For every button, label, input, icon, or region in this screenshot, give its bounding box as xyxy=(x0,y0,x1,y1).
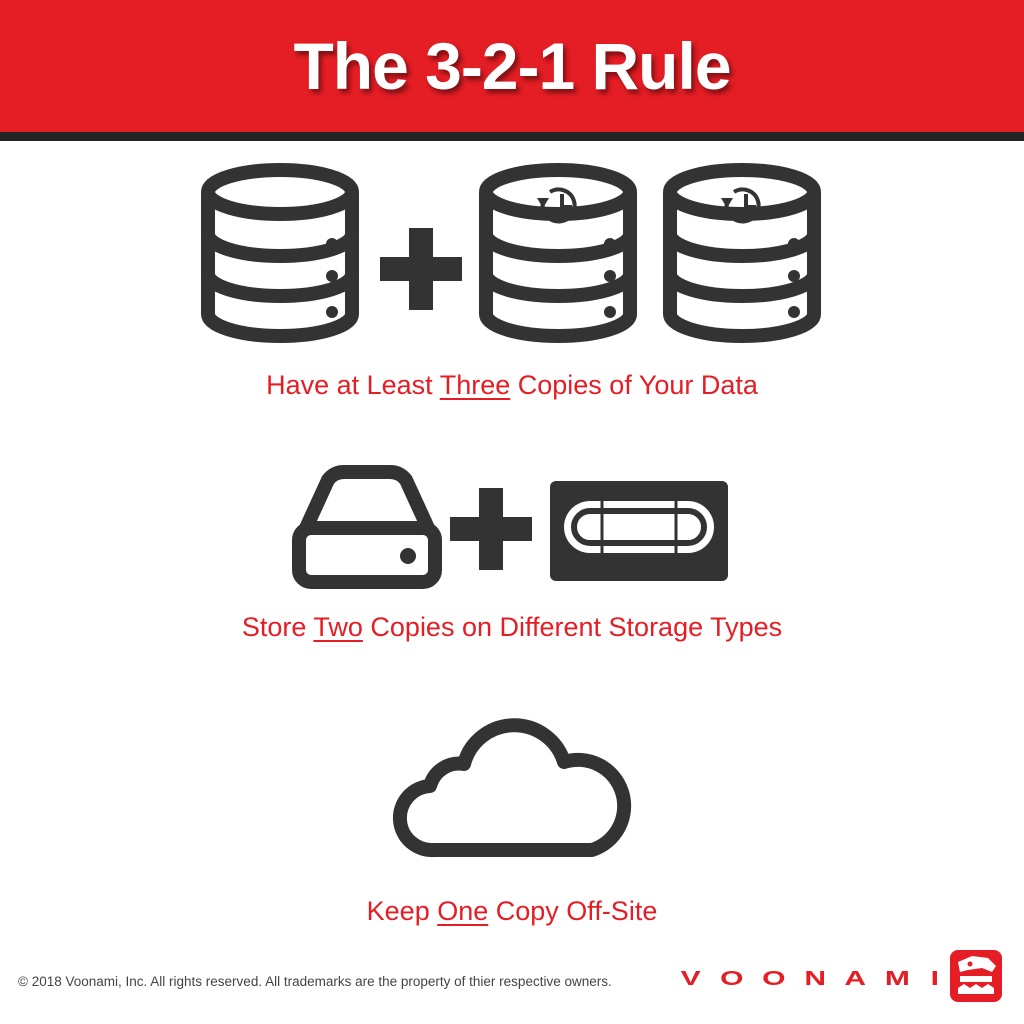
brand-letter: V xyxy=(680,967,701,990)
brand-letter: M xyxy=(885,967,911,990)
voonami-logo-icon xyxy=(950,950,1002,1002)
plus-icon xyxy=(380,228,462,310)
backup-database-icon xyxy=(663,163,821,343)
hard-drive-icon xyxy=(292,465,442,589)
brand-letter: I xyxy=(931,967,940,990)
page-title: The 3-2-1 Rule xyxy=(293,29,731,103)
brand-letter: O xyxy=(719,967,744,990)
backup-database-icon xyxy=(479,163,637,343)
emphasis-two: Two xyxy=(313,612,363,642)
caption-one-offsite: Keep One Copy Off-Site xyxy=(366,896,658,926)
emphasis-one: One xyxy=(437,896,489,926)
plus-icon xyxy=(450,488,532,570)
brand-wordmark: V O O N A M I xyxy=(680,967,940,990)
history-clock-icon xyxy=(721,187,761,224)
brand-letter: N xyxy=(804,967,826,990)
brand-letter: A xyxy=(844,967,867,990)
copyright-notice: © 2018 Voonami, Inc. All rights reserved… xyxy=(18,974,612,989)
brand-letter: O xyxy=(761,967,786,990)
header-banner xyxy=(0,0,1024,141)
database-icon xyxy=(201,163,359,343)
caption-two-types: Store Two Copies on Different Storage Ty… xyxy=(241,612,783,642)
emphasis-three: Three xyxy=(439,370,511,400)
tape-cartridge-icon xyxy=(550,481,728,581)
cloud-icon xyxy=(393,718,632,858)
history-clock-icon xyxy=(537,187,577,224)
caption-three-copies: Have at Least Three Copies of Your Data xyxy=(266,370,758,400)
